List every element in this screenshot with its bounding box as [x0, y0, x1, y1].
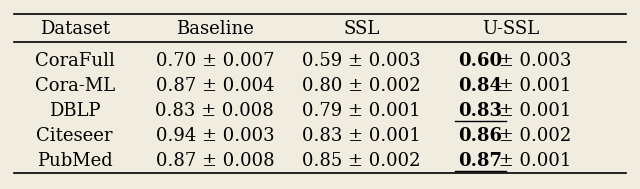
Text: Citeseer: Citeseer	[36, 127, 113, 145]
Text: 0.87 ± 0.008: 0.87 ± 0.008	[156, 152, 274, 170]
Text: CoraFull: CoraFull	[35, 52, 115, 70]
Text: 0.94 ± 0.003: 0.94 ± 0.003	[156, 127, 274, 145]
Text: Baseline: Baseline	[176, 20, 254, 38]
Text: DBLP: DBLP	[49, 102, 100, 120]
Text: 0.70 ± 0.007: 0.70 ± 0.007	[156, 52, 274, 70]
Text: 0.87: 0.87	[459, 152, 502, 170]
Text: 0.87 ± 0.004: 0.87 ± 0.004	[156, 77, 274, 95]
Text: Dataset: Dataset	[40, 20, 109, 38]
Text: 0.79 ± 0.001: 0.79 ± 0.001	[302, 102, 420, 120]
Text: Cora-ML: Cora-ML	[35, 77, 115, 95]
Text: 0.84: 0.84	[459, 77, 502, 95]
Text: ± 0.002: ± 0.002	[493, 127, 572, 145]
Text: ± 0.001: ± 0.001	[493, 102, 572, 120]
Text: 0.80 ± 0.002: 0.80 ± 0.002	[302, 77, 420, 95]
Text: 0.60: 0.60	[458, 52, 502, 70]
Text: 0.85 ± 0.002: 0.85 ± 0.002	[302, 152, 420, 170]
Text: 0.59 ± 0.003: 0.59 ± 0.003	[302, 52, 420, 70]
Text: 0.83: 0.83	[459, 102, 502, 120]
Text: SSL: SSL	[343, 20, 380, 38]
Text: U-SSL: U-SSL	[483, 20, 540, 38]
Text: 0.86: 0.86	[459, 127, 502, 145]
Text: 0.83 ± 0.008: 0.83 ± 0.008	[156, 102, 274, 120]
Text: ± 0.003: ± 0.003	[493, 52, 572, 70]
Text: 0.83 ± 0.001: 0.83 ± 0.001	[302, 127, 420, 145]
Text: ± 0.001: ± 0.001	[493, 77, 572, 95]
Text: ± 0.001: ± 0.001	[493, 152, 572, 170]
Text: PubMed: PubMed	[36, 152, 113, 170]
